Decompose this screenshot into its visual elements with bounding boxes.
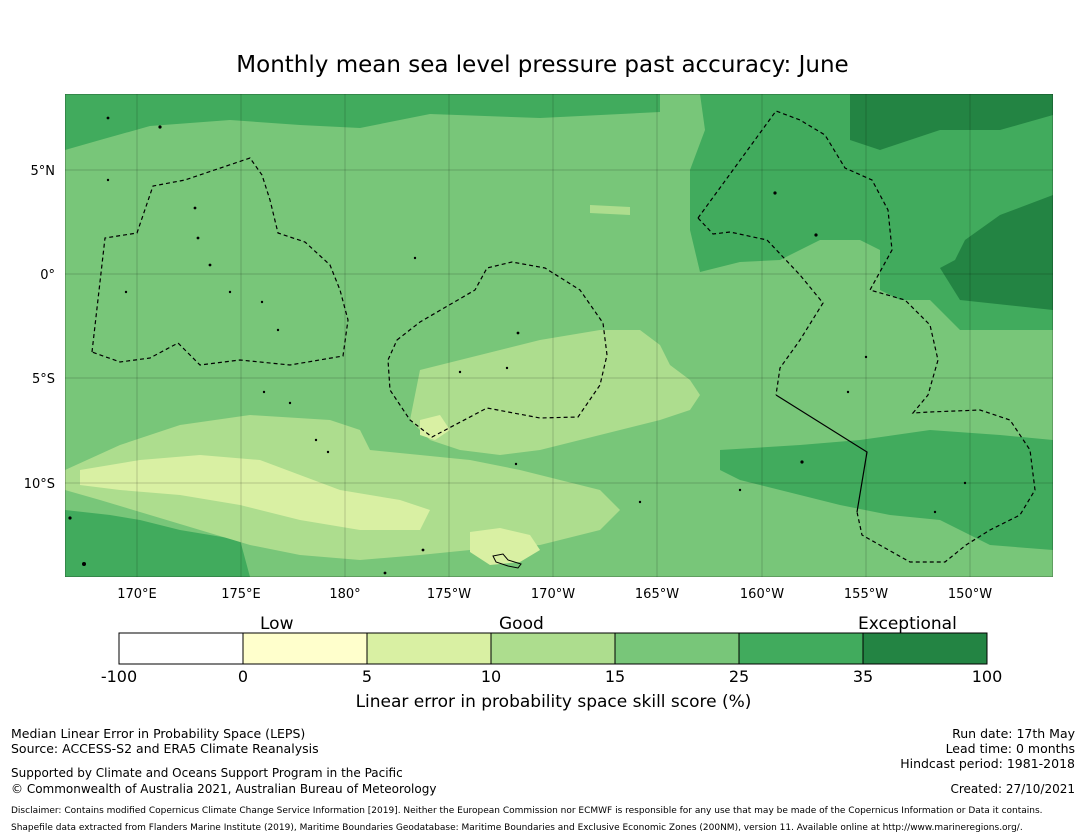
skill-region-south-pale-2 [470, 528, 540, 565]
skill-region-north-east-top [850, 94, 1053, 150]
footer-copyright: © Commonwealth of Australia 2021, Austra… [11, 782, 437, 796]
longitude-axis: 170°E 175°E 180° 175°W 170°W 165°W 160°W 155°W 1… [117, 587, 992, 602]
colorbar-tick: 15 [604, 667, 626, 686]
footer-source: Source: ACCESS-S2 and ERA5 Climate Reana… [11, 741, 319, 756]
footer-leps: Median Linear Error in Probability Space… [11, 726, 306, 741]
skill-region-north-patch [590, 205, 630, 215]
lon-label: 155°W [844, 587, 888, 602]
colorbar-bin-4 [614, 632, 740, 665]
skill-region-south-east [720, 430, 1053, 550]
eez-boundaries [91, 110, 1036, 563]
skill-region-east-exceptional [940, 195, 1053, 310]
skill-region-south-light [65, 415, 620, 560]
colorbar-tick: 35 [852, 667, 874, 686]
lon-label: 170°W [531, 587, 575, 602]
colorbar-tick: 100 [971, 667, 1003, 686]
lon-label: 165°W [635, 587, 679, 602]
lat-label: 0° [40, 268, 55, 283]
eez-line-islands-west [697, 217, 824, 396]
colorbar-label: Linear error in probability space skill … [355, 692, 752, 712]
category-exceptional: Exceptional [858, 614, 957, 634]
lon-label: 170°E [117, 587, 157, 602]
eez-tuvalu-tokelau [387, 261, 608, 438]
skill-region-south-pale [80, 455, 430, 530]
colorbar-tick: 0 [237, 667, 249, 686]
colorbar-bin-3 [490, 632, 616, 665]
lon-label: 175°W [427, 587, 471, 602]
lon-label: 150°W [948, 587, 992, 602]
colorbar-tick: 5 [361, 667, 373, 686]
lon-label: 160°W [740, 587, 784, 602]
colorbar-bin-2 [366, 632, 492, 665]
colorbar-tick: -100 [100, 667, 138, 686]
skill-region-south-west [65, 510, 250, 577]
skill-score-map: 170°E 175°E 180° 175°W 170°W 165°W 160°W 155°W 1… [24, 94, 1053, 602]
footer-run-date: Run date: 17th May [952, 726, 1075, 741]
eez-kiribati-gilbert [91, 157, 349, 366]
skill-region-central-light [410, 330, 700, 455]
category-good: Good [499, 614, 544, 634]
map-gridlines [65, 94, 1053, 577]
skill-region-north-west [65, 94, 660, 150]
maritime-boundary [775, 394, 868, 513]
samoa-islands [492, 553, 522, 569]
colorbar [118, 632, 988, 665]
footer-lead-time: Lead time: 0 months [945, 741, 1075, 756]
footer-disclaimer: Disclaimer: Contains modified Copernicus… [11, 806, 1043, 816]
lat-label: 5°N [31, 164, 56, 179]
colorbar-tick: 10 [480, 667, 502, 686]
footer-shapefile: Shapefile data extracted from Flanders M… [11, 823, 1023, 833]
eez-line-islands-north [697, 110, 1036, 563]
lon-label: 175°E [221, 587, 261, 602]
footer-hindcast: Hindcast period: 1981-2018 [900, 756, 1075, 771]
footer-support: Supported by Climate and Oceans Support … [11, 766, 403, 780]
map-title: Monthly mean sea level pressure past acc… [236, 52, 849, 78]
category-low: Low [260, 614, 294, 634]
colorbar-bin-5 [738, 632, 864, 665]
lon-label: 180° [329, 587, 360, 602]
colorbar-bin-0 [118, 632, 244, 665]
footer-created: Created: 27/10/2021 [950, 782, 1075, 796]
lat-label: 5°S [32, 372, 55, 387]
colorbar-bin-1 [242, 632, 368, 665]
islands [68, 116, 967, 575]
latitude-axis: 5°N 0° 5°S 10°S [24, 164, 55, 492]
colorbar-tick: 25 [728, 667, 750, 686]
lat-label: 10°S [24, 477, 55, 492]
colorbar-bin-6 [862, 632, 988, 665]
